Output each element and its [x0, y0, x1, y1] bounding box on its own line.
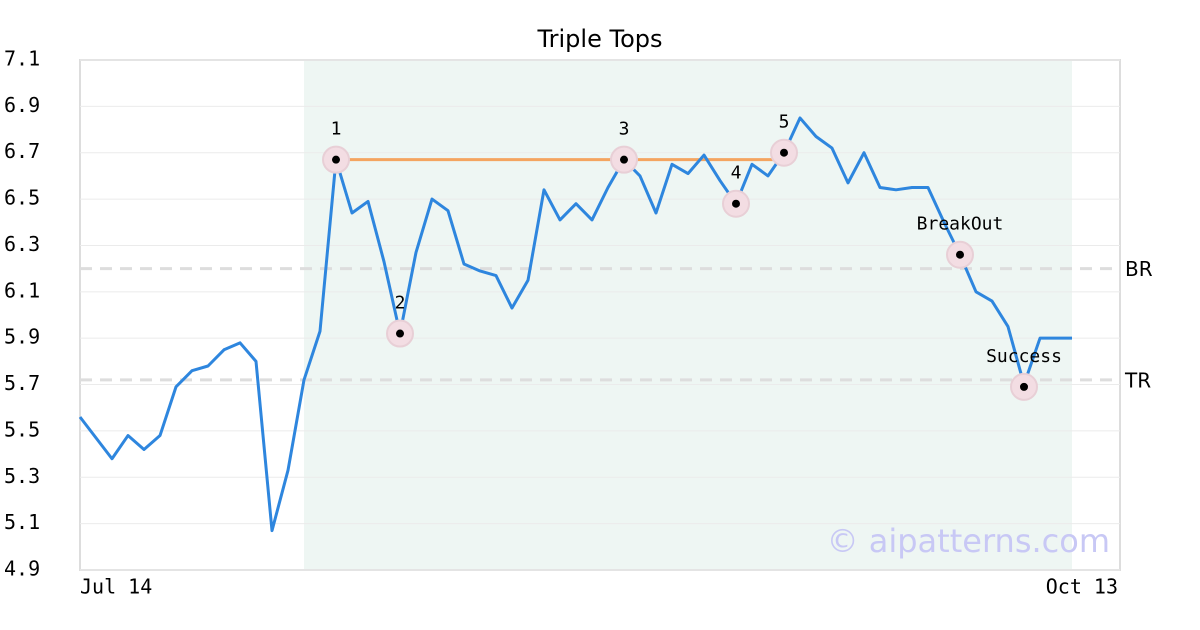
- y-tick-label: 4.9: [4, 557, 40, 581]
- pattern-point: [620, 155, 628, 164]
- watermark: © aipatterns.com: [827, 522, 1110, 560]
- level-label: BR: [1125, 257, 1153, 281]
- pattern-point: [732, 199, 740, 208]
- pattern-region: [304, 61, 1072, 569]
- pattern-label: BreakOut: [917, 214, 1004, 235]
- level-label: TR: [1124, 368, 1151, 392]
- pattern-point: [332, 155, 340, 164]
- chart-title: Triple Tops: [537, 25, 663, 53]
- y-tick-label: 6.3: [4, 232, 40, 256]
- y-tick-label: 6.1: [4, 278, 40, 302]
- y-tick-label: 5.7: [4, 371, 40, 395]
- pattern-point: [956, 250, 964, 259]
- y-tick-label: 6.9: [4, 93, 40, 117]
- pattern-label: 2: [395, 293, 406, 314]
- pattern-point: [396, 329, 404, 338]
- pattern-point: [780, 148, 788, 157]
- pattern-label: 4: [731, 163, 742, 184]
- x-tick-label: Jul 14: [80, 575, 152, 599]
- pattern-point: [1020, 382, 1028, 391]
- y-tick-label: 6.7: [4, 139, 40, 163]
- y-tick-label: 5.1: [4, 510, 40, 534]
- pattern-label: 1: [331, 119, 342, 140]
- y-tick-label: 5.9: [4, 325, 40, 349]
- x-tick-label: Oct 13: [1046, 575, 1118, 599]
- y-tick-label: 5.3: [4, 464, 40, 488]
- y-tick-label: 5.5: [4, 417, 40, 441]
- pattern-label: 5: [779, 112, 790, 133]
- y-tick-label: 7.1: [4, 47, 40, 71]
- y-tick-label: 6.5: [4, 186, 40, 210]
- price-line: [78, 116, 1072, 533]
- pattern-label: Success: [986, 346, 1062, 367]
- pattern-label: 3: [619, 119, 630, 140]
